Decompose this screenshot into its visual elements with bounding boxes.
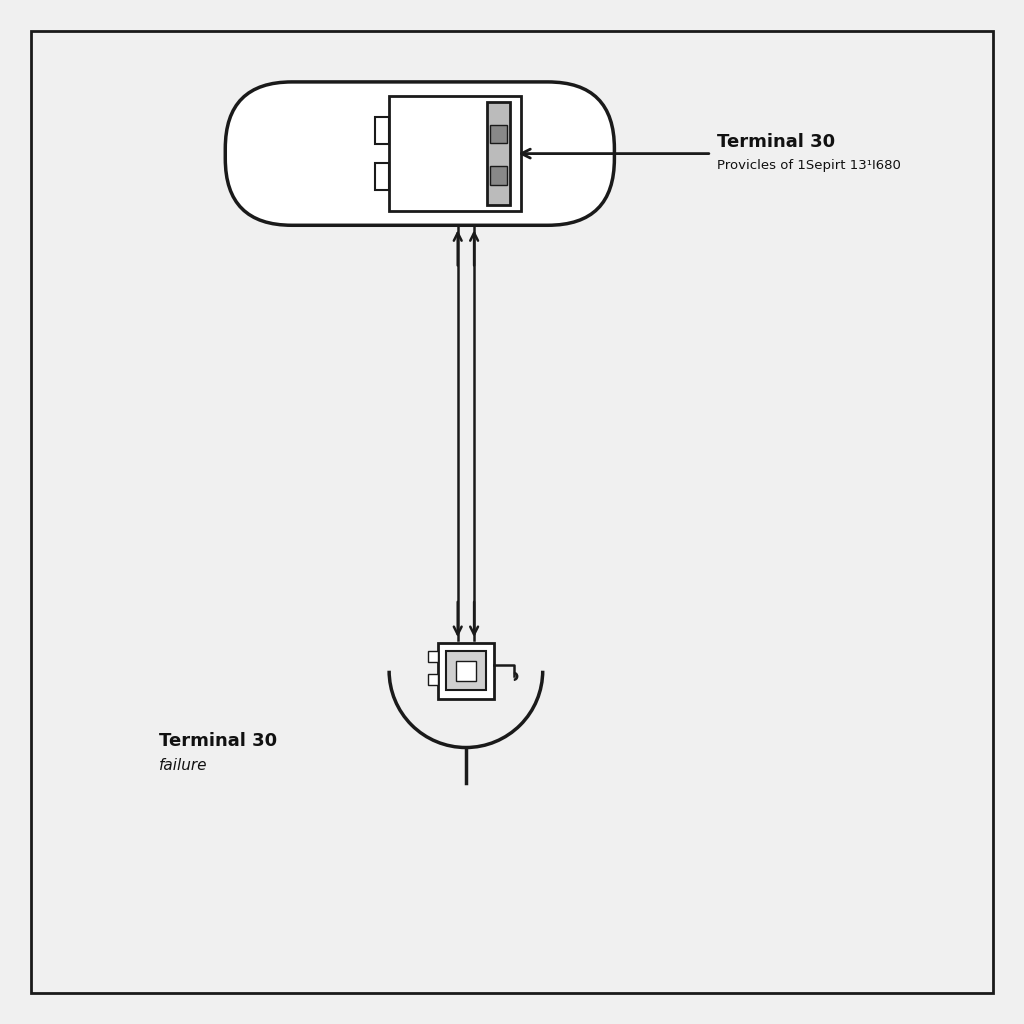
Bar — [428, 651, 438, 663]
Bar — [376, 163, 389, 190]
Bar — [438, 643, 494, 699]
Bar — [389, 96, 521, 211]
Bar — [490, 125, 507, 143]
Text: Terminal 30: Terminal 30 — [159, 732, 276, 751]
Bar — [428, 674, 438, 685]
Text: Provicles of 1Sepirt 13¹I680: Provicles of 1Sepirt 13¹I680 — [717, 159, 901, 172]
Text: Terminal 30: Terminal 30 — [717, 133, 835, 152]
Text: failure: failure — [159, 758, 207, 773]
Bar — [486, 102, 510, 205]
Bar — [376, 117, 389, 144]
Bar — [456, 660, 476, 681]
FancyBboxPatch shape — [225, 82, 614, 225]
Bar — [446, 651, 485, 690]
Bar — [490, 166, 507, 184]
